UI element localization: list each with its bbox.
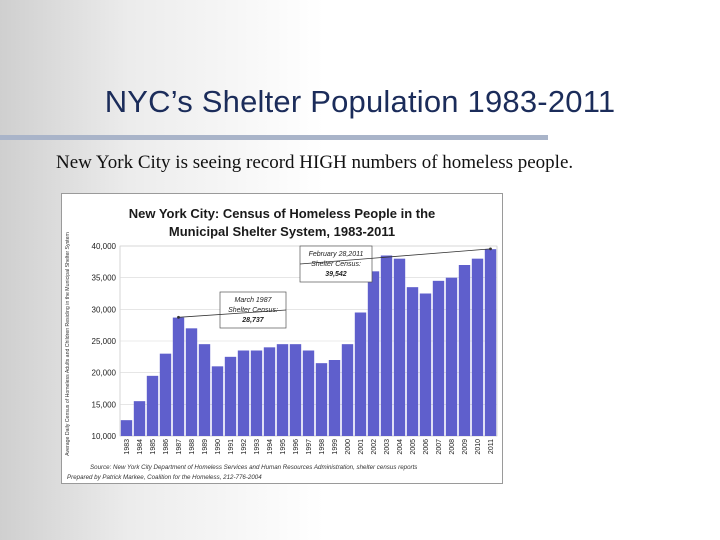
x-tick-label: 1987	[176, 439, 183, 455]
annotation-text: Shelter Census:	[228, 307, 278, 314]
x-tick-label: 2007	[436, 439, 443, 455]
x-tick-label: 1983	[124, 439, 131, 455]
bar-1986	[159, 353, 172, 436]
y-tick-label: 20,000	[92, 369, 117, 378]
chart-frame: New York City: Census of Homeless People…	[61, 193, 503, 484]
annotation-arrow	[299, 248, 491, 265]
bar-1984	[133, 401, 146, 436]
annotation-arrowhead	[489, 247, 492, 251]
bar-2010	[471, 258, 484, 436]
x-tick-label: 1994	[267, 439, 274, 455]
x-tick-label: 2004	[397, 439, 404, 455]
x-tick-label: 2005	[410, 439, 417, 455]
annotation-text: 39,542	[325, 271, 347, 278]
annotation-2011: February 28,2011 Shelter Census: 39,542	[299, 245, 492, 283]
y-tick-label: 15,000	[92, 400, 117, 409]
x-tick-label: 2008	[449, 439, 456, 455]
x-tick-label: 1998	[319, 439, 326, 455]
bar-1995	[276, 344, 289, 436]
bar-2002	[367, 271, 380, 436]
x-tick-label: 2000	[345, 439, 352, 455]
bar-1988	[185, 328, 198, 436]
x-tick-label: 2002	[371, 439, 378, 455]
y-tick-label: 10,000	[92, 432, 117, 441]
bar-2003	[380, 255, 393, 436]
source-line-1: Source: New York City Department of Home…	[90, 464, 417, 471]
annotation-arrowhead	[177, 315, 180, 319]
bar-1996	[289, 344, 302, 436]
bar-2011	[484, 249, 497, 436]
bar-2006	[419, 293, 432, 436]
annotation-text: February 28,2011	[309, 251, 364, 258]
annotation-text: March 1987	[235, 297, 273, 304]
x-tick-label: 1993	[254, 439, 261, 455]
slide-title: NYC’s Shelter Population 1983-2011	[104, 84, 616, 119]
bar-1994	[263, 347, 276, 436]
bar-2009	[458, 265, 471, 436]
chart-title-line2: Municipal Shelter System, 1983-2011	[169, 224, 395, 239]
x-tick-label: 1999	[332, 439, 339, 455]
x-tick-label: 1984	[137, 439, 144, 455]
x-tick-label: 1989	[202, 439, 209, 455]
x-tick-label: 1995	[280, 439, 287, 455]
x-tick-label: 1991	[228, 439, 235, 455]
y-tick-label: 30,000	[92, 305, 117, 314]
bar-1989	[198, 344, 211, 436]
x-tick-label: 1997	[306, 439, 313, 455]
bar-1999	[328, 360, 341, 436]
title-rule	[0, 135, 548, 140]
bar-1992	[237, 350, 250, 436]
x-tick-label: 2003	[384, 439, 391, 455]
x-tick-label: 1988	[189, 439, 196, 455]
shelter-census-chart: New York City: Census of Homeless People…	[65, 206, 498, 481]
bar-2007	[432, 280, 445, 436]
annotation-box	[299, 245, 373, 283]
bar-2008	[445, 277, 458, 436]
y-tick-label: 40,000	[92, 242, 117, 251]
x-tick-label: 2001	[358, 439, 365, 455]
y-axis-label: Average Daily Census of Homeless Adults …	[65, 232, 71, 456]
bar-1990	[211, 366, 224, 436]
bar-1983	[120, 420, 133, 436]
annotation-text: Shelter Census:	[311, 261, 361, 268]
bar-1998	[315, 363, 328, 436]
source-line-2: Prepared by Patrick Markee, Coalition fo…	[67, 474, 262, 481]
x-tick-label: 1986	[163, 439, 170, 455]
bar-1987	[172, 317, 185, 436]
bar-1993	[250, 350, 263, 436]
x-tick-label: 1992	[241, 439, 248, 455]
bar-2000	[341, 344, 354, 436]
bar-2001	[354, 312, 367, 436]
x-tick-label: 2011	[488, 439, 495, 454]
annotation-box	[219, 291, 287, 329]
bar-1997	[302, 350, 315, 436]
x-tick-label: 1990	[215, 439, 222, 455]
bar-2004	[393, 258, 406, 436]
chart-title-line1: New York City: Census of Homeless People…	[129, 206, 436, 221]
bar-2005	[406, 287, 419, 436]
annotation-text: 28,737	[241, 317, 265, 324]
bar-1985	[146, 375, 159, 436]
x-tick-label: 2010	[475, 439, 482, 455]
bar-1991	[224, 356, 237, 436]
x-tick-label: 2009	[462, 439, 469, 455]
x-tick-label: 2006	[423, 439, 430, 455]
annotation-1987: March 1987 Shelter Census: 28,737	[177, 291, 287, 329]
y-tick-label: 25,000	[92, 337, 117, 346]
x-tick-label: 1996	[293, 439, 300, 455]
slide-subtitle: New York City is seeing record HIGH numb…	[56, 152, 574, 173]
annotation-arrow	[178, 309, 287, 318]
x-tick-label: 1985	[150, 439, 157, 455]
y-tick-label: 35,000	[92, 274, 117, 283]
